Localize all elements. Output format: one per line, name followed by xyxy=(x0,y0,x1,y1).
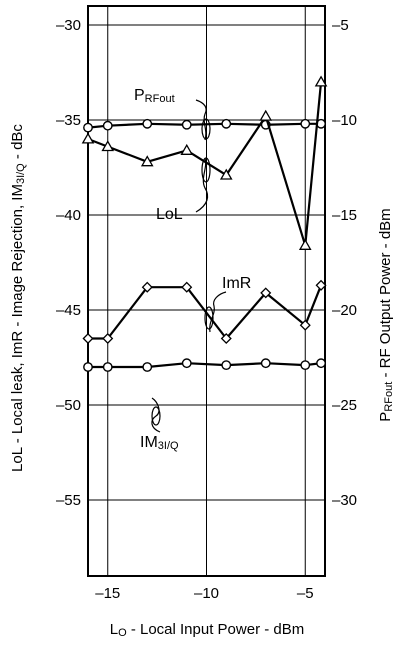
annotation-im3-main: IM xyxy=(140,434,158,451)
loop-lol xyxy=(201,157,211,183)
data-point xyxy=(220,332,232,345)
right-tick-label: –30 xyxy=(332,492,357,509)
data-point xyxy=(314,75,328,87)
data-point xyxy=(142,118,153,129)
right-tick-label: –20 xyxy=(332,302,357,319)
x-axis-label-sub: O xyxy=(118,627,127,639)
data-point xyxy=(180,143,194,155)
right-tick-label: –25 xyxy=(332,397,357,414)
right-tick-label: –15 xyxy=(332,207,357,224)
data-point xyxy=(260,358,271,369)
bottom-tick-label: –5 xyxy=(297,585,314,602)
right-axis-ticks: –5 –10 –15 –20 –25 –30 xyxy=(319,17,357,509)
y-right-axis-label-rest: - RF Output Power - dBm xyxy=(377,208,394,381)
data-point xyxy=(81,132,95,144)
data-point xyxy=(316,358,326,369)
loop-im3 xyxy=(151,406,161,426)
y-left-axis-label-b: - dBc xyxy=(9,124,26,164)
series-2 xyxy=(82,279,327,345)
annotation-lol: LoL xyxy=(156,206,183,223)
data-point xyxy=(142,362,153,372)
annotation-im3-sub: 3I/Q xyxy=(158,440,179,452)
annotation-im3: IM3I/Q xyxy=(140,434,179,452)
y-right-axis-label: PRFout - RF Output Power - dBm xyxy=(377,208,395,421)
data-point xyxy=(102,332,114,345)
series-0 xyxy=(83,118,326,133)
annotation-prfout: PRFout xyxy=(134,87,175,105)
right-tick-label: –5 xyxy=(332,17,349,34)
data-point xyxy=(102,120,113,131)
data-point xyxy=(259,109,273,121)
series-line xyxy=(88,284,323,340)
data-point xyxy=(141,281,153,293)
data-point xyxy=(219,168,233,180)
data-point xyxy=(221,118,232,129)
left-tick-label: –40 xyxy=(56,207,81,224)
annotation-prfout-main: P xyxy=(134,87,145,104)
data-point xyxy=(315,279,327,291)
data-point xyxy=(221,360,232,370)
annotation-imr: ImR xyxy=(222,275,251,292)
series-line xyxy=(87,81,323,247)
left-tick-label: –50 xyxy=(56,397,81,414)
series-line xyxy=(87,122,322,129)
x-axis-label-main: L xyxy=(110,621,118,638)
leader-prfout xyxy=(195,99,207,141)
y-left-axis-label-sub: 3I/Q xyxy=(15,163,27,184)
data-point xyxy=(102,362,113,372)
y-left-axis-label-a: LoL - Local leak, ImR - Image Rejection,… xyxy=(9,184,26,472)
data-point xyxy=(181,281,193,293)
data-point xyxy=(181,119,192,130)
annotations: PRFout LoL ImR IM3I/Q xyxy=(134,87,251,452)
plot-frame xyxy=(87,5,326,577)
bottom-tick-label: –15 xyxy=(95,585,120,602)
grid-lines xyxy=(88,6,325,576)
leader-lol xyxy=(195,157,209,213)
data-point xyxy=(140,155,154,167)
leader-im3 xyxy=(151,397,161,433)
series-line xyxy=(88,362,322,369)
y-right-axis-label-sub: RFout xyxy=(383,382,395,412)
data-point xyxy=(82,332,94,345)
left-axis-ticks: –30 –35 –40 –45 –50 –55 xyxy=(56,17,94,509)
leader-imr xyxy=(209,291,227,333)
x-axis-label-rest: - Local Input Power - dBm xyxy=(127,621,305,638)
annotation-prfout-sub: RFout xyxy=(145,93,175,105)
series-3 xyxy=(83,358,326,372)
data-point xyxy=(181,358,192,369)
data-point xyxy=(101,140,115,152)
left-tick-label: –45 xyxy=(56,302,81,319)
data-point xyxy=(298,238,312,250)
loop-prfout xyxy=(201,118,211,140)
data-point xyxy=(83,122,93,133)
series-layer xyxy=(81,75,328,372)
loop-imr xyxy=(204,306,214,330)
bottom-tick-label: –10 xyxy=(194,585,219,602)
x-axis-label: LO - Local Input Power - dBm xyxy=(110,621,304,639)
data-point xyxy=(83,362,93,372)
left-tick-label: –30 xyxy=(56,17,81,34)
left-tick-label: –55 xyxy=(56,492,81,509)
y-right-axis-label-main: P xyxy=(377,412,394,422)
right-tick-label: –10 xyxy=(332,112,357,129)
data-point xyxy=(300,360,311,370)
data-point xyxy=(299,319,311,331)
left-tick-label: –35 xyxy=(56,112,81,129)
y-left-axis-label: LoL - Local leak, ImR - Image Rejection,… xyxy=(9,124,27,472)
data-point xyxy=(260,287,272,299)
series-1 xyxy=(81,75,328,250)
data-point xyxy=(300,118,311,129)
bottom-axis-ticks: –15 –10 –5 xyxy=(95,585,313,602)
